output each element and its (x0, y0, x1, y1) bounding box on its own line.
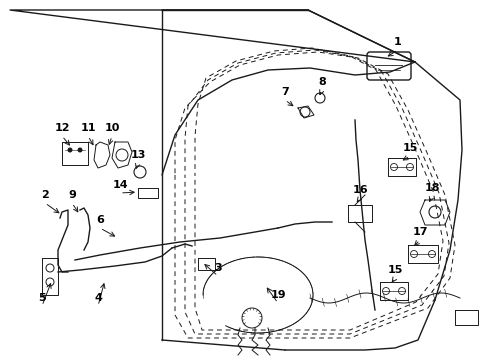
Text: 17: 17 (411, 227, 427, 237)
Text: 18: 18 (424, 183, 439, 193)
Text: 16: 16 (351, 185, 367, 195)
Text: 11: 11 (80, 123, 96, 133)
Text: 15: 15 (402, 143, 417, 153)
Text: 3: 3 (214, 263, 222, 273)
Text: 15: 15 (386, 265, 402, 275)
Text: 6: 6 (96, 215, 104, 225)
Text: 12: 12 (54, 123, 70, 133)
Text: 9: 9 (68, 190, 76, 200)
Circle shape (77, 148, 82, 153)
Text: 10: 10 (104, 123, 120, 133)
Text: 4: 4 (94, 293, 102, 303)
Text: 19: 19 (270, 290, 285, 300)
Text: 7: 7 (281, 87, 288, 97)
Circle shape (67, 148, 72, 153)
Text: 13: 13 (130, 150, 145, 160)
Text: 5: 5 (38, 293, 46, 303)
Text: 1: 1 (393, 37, 401, 47)
Text: 14: 14 (112, 180, 127, 190)
Text: 2: 2 (41, 190, 49, 200)
Text: 8: 8 (318, 77, 325, 87)
